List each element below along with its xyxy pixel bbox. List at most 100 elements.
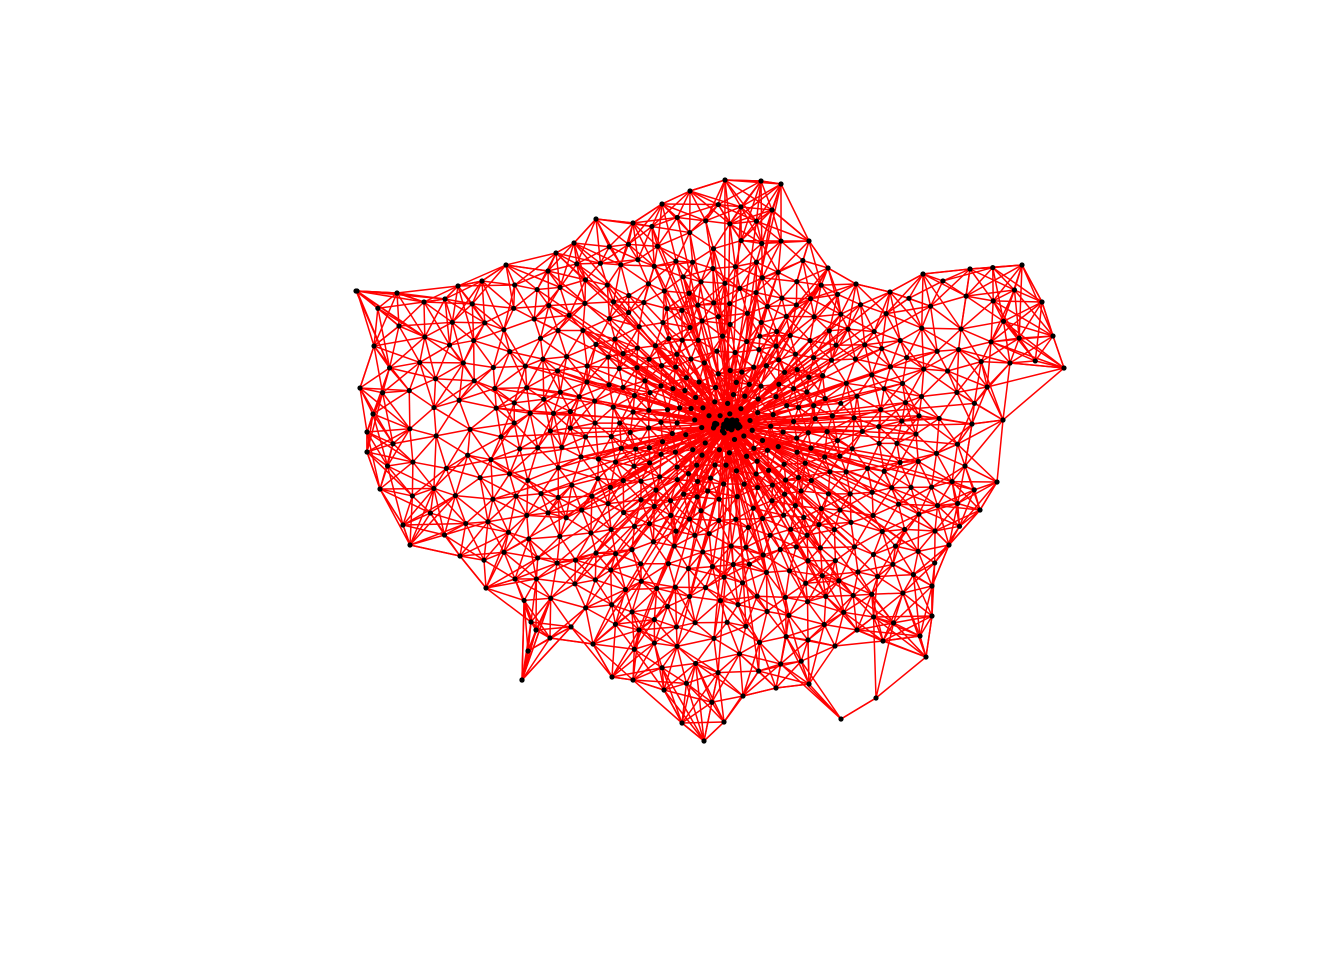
graph-edge [785, 623, 825, 638]
graph-node [654, 585, 660, 592]
graph-edge [747, 305, 768, 315]
graph-node [721, 574, 727, 580]
graph-edge [852, 571, 859, 596]
graph-edge [733, 563, 767, 574]
graph-edge [473, 380, 515, 404]
graph-edge [948, 509, 981, 546]
graph-node [531, 316, 537, 322]
graph-edge [569, 396, 580, 429]
graph-node [659, 363, 665, 369]
graph-edge [576, 263, 726, 426]
graph-edge [585, 588, 626, 609]
graph-edge [409, 544, 461, 557]
graph-edge [687, 568, 691, 597]
graph-edge [558, 495, 592, 499]
graph-node [384, 463, 391, 469]
graph-node [816, 522, 822, 528]
graph-edge [856, 395, 882, 411]
graph-node [731, 436, 738, 443]
graph-edge [936, 505, 950, 546]
graph-edge [576, 218, 597, 265]
graph-node [692, 417, 698, 423]
graph-edge [483, 521, 489, 561]
graph-edge [856, 387, 885, 398]
graph-edge [856, 593, 873, 631]
graph-node [712, 462, 718, 468]
graph-edge [612, 301, 737, 427]
graph-edge [918, 396, 923, 416]
graph-edge [762, 259, 804, 279]
graph-edge [435, 435, 469, 456]
graph-edge [435, 362, 464, 380]
graph-node [386, 365, 393, 371]
graph-edge [851, 417, 855, 449]
graph-edge [722, 428, 874, 556]
graph-node [738, 406, 744, 412]
graph-node [740, 693, 746, 699]
graph-node [727, 367, 733, 374]
graph-node [784, 403, 790, 409]
graph-node [727, 411, 733, 417]
graph-edge [527, 621, 532, 652]
graph-edge [676, 645, 719, 674]
graph-edge [712, 267, 741, 289]
graph-node [658, 383, 664, 389]
graph-node [837, 507, 843, 513]
graph-edge [539, 305, 550, 339]
graph-edge [759, 306, 769, 337]
graph-edge [366, 431, 389, 467]
graph-edge [971, 419, 1004, 425]
graph-edge [676, 626, 715, 640]
graph-node [607, 484, 613, 491]
graph-edge [813, 285, 822, 317]
graph-node [613, 551, 619, 557]
graph-node [694, 478, 701, 485]
graph-edge [557, 484, 573, 498]
graph-edge [951, 465, 966, 483]
graph-edge [929, 306, 938, 352]
graph-edge [785, 582, 807, 598]
graph-edge [666, 606, 678, 628]
graph-node [557, 389, 563, 395]
graph-edge [966, 295, 994, 302]
graph-edge [505, 252, 557, 266]
graph-edge [906, 327, 923, 358]
graph-edge [389, 361, 420, 369]
graph-edge [592, 643, 613, 678]
graph-node [932, 528, 938, 534]
graph-edge [796, 267, 829, 283]
graph-edge [840, 697, 877, 720]
graph-node [824, 429, 830, 435]
graph-node [608, 567, 614, 573]
graph-edge [560, 381, 588, 393]
graph-edge [659, 476, 678, 481]
graph-edge [689, 232, 729, 425]
graph-edge [834, 640, 884, 647]
graph-edge [627, 243, 655, 267]
graph-node [659, 665, 665, 671]
graph-node [759, 437, 766, 444]
graph-edge [454, 495, 467, 524]
graph-node [631, 463, 637, 469]
graph-node [850, 592, 856, 599]
graph-edge [528, 535, 560, 540]
graph-node [754, 458, 760, 464]
graph-edge [463, 362, 494, 369]
graph-edge [708, 520, 720, 535]
graph-edge [894, 513, 920, 547]
graph-edge [1052, 335, 1065, 369]
graph-edge [960, 296, 967, 330]
graph-edge [847, 283, 857, 330]
graph-edge [503, 284, 516, 330]
graph-edge [473, 329, 505, 342]
graph-edge [731, 344, 866, 430]
graph-edge [921, 327, 959, 351]
graph-node [919, 325, 925, 331]
graph-edge [584, 279, 587, 304]
graph-edge [614, 623, 635, 650]
graph-node [735, 421, 742, 428]
graph-node [1050, 333, 1056, 339]
graph-node [764, 303, 771, 310]
graph-edge [492, 498, 510, 533]
graph-edge [760, 180, 763, 244]
